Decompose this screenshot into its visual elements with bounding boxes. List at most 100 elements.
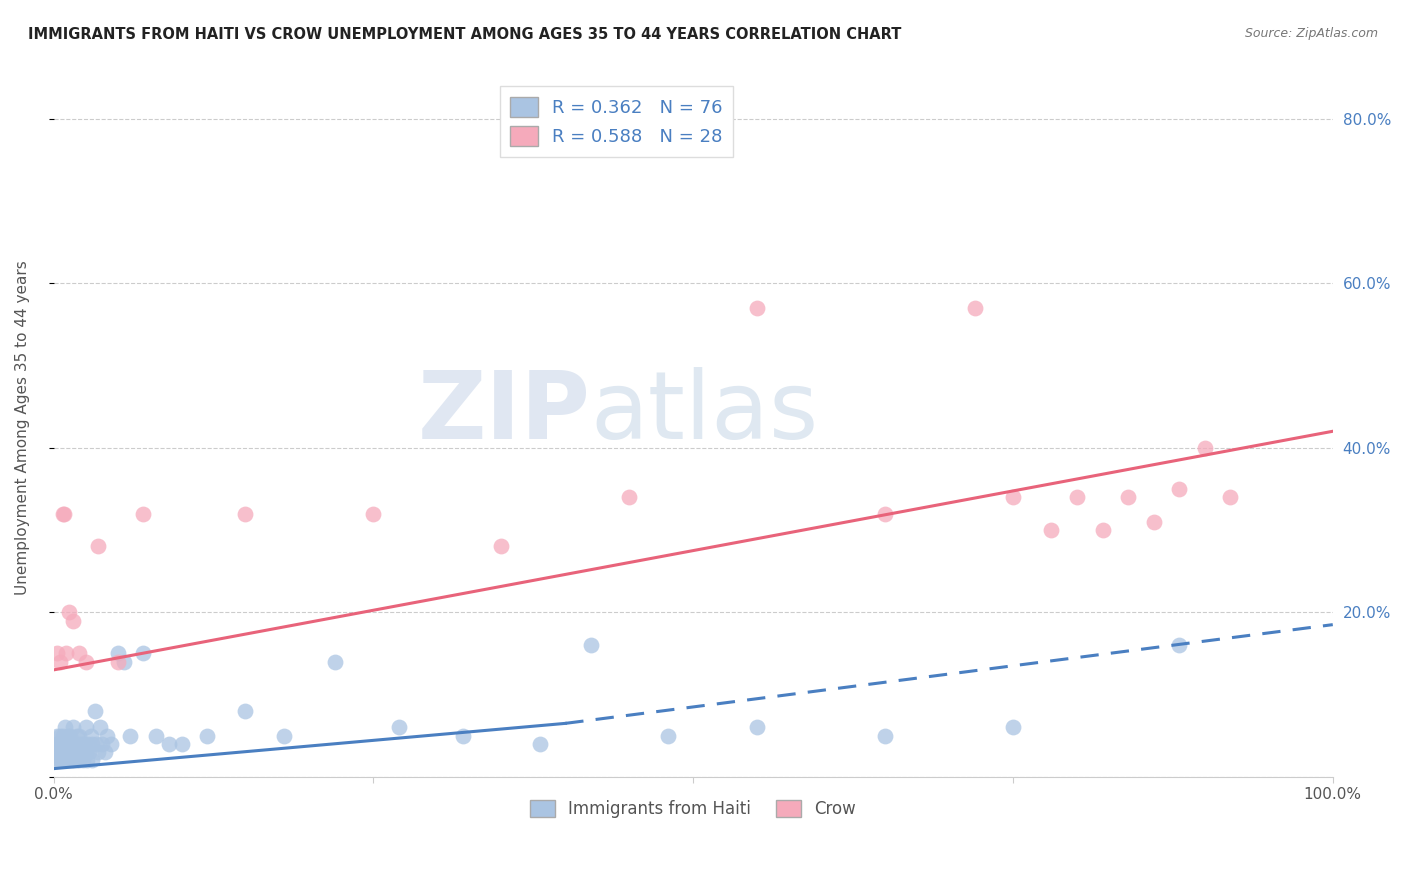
Point [100, 737, 122, 751]
Point [323, 655, 346, 669]
Point [87, 745, 110, 759]
Point [451, 729, 474, 743]
Point [1001, 490, 1024, 504]
Point [491, 540, 513, 554]
Point [67, 729, 90, 743]
Point [80, 737, 103, 751]
Point [52, 507, 75, 521]
Point [170, 737, 193, 751]
Point [1219, 490, 1241, 504]
Point [1143, 515, 1166, 529]
Point [49, 745, 72, 759]
Point [75, 745, 97, 759]
Point [51, 745, 73, 759]
Point [48, 753, 70, 767]
Point [49, 729, 72, 743]
Point [235, 507, 257, 521]
Point [51, 729, 73, 743]
Point [65, 745, 87, 759]
Point [55, 647, 77, 661]
Point [45, 753, 67, 767]
Point [55, 753, 77, 767]
Point [132, 647, 155, 661]
Point [657, 729, 679, 743]
Point [58, 753, 80, 767]
Point [63, 753, 86, 767]
Point [49, 655, 72, 669]
Point [62, 614, 84, 628]
Point [56, 745, 79, 759]
Text: atlas: atlas [591, 368, 820, 459]
Point [59, 729, 82, 743]
Point [67, 647, 90, 661]
Point [873, 507, 896, 521]
Point [1001, 721, 1024, 735]
Point [529, 737, 551, 751]
Point [873, 729, 896, 743]
Point [75, 721, 97, 735]
Point [1040, 523, 1063, 537]
Point [94, 745, 117, 759]
Point [62, 745, 84, 759]
Point [51, 737, 73, 751]
Point [70, 745, 93, 759]
Point [80, 729, 103, 743]
Point [1066, 490, 1088, 504]
Point [747, 721, 769, 735]
Point [46, 745, 69, 759]
Point [79, 745, 101, 759]
Point [963, 301, 986, 315]
Point [83, 704, 105, 718]
Point [67, 753, 90, 767]
Point [46, 647, 69, 661]
Point [51, 507, 73, 521]
Point [52, 753, 75, 767]
Point [56, 729, 79, 743]
Point [66, 753, 89, 767]
Point [69, 737, 91, 751]
Point [63, 737, 86, 751]
Point [235, 704, 257, 718]
Point [60, 753, 83, 767]
Point [77, 737, 100, 751]
Text: IMMIGRANTS FROM HAITI VS CROW UNEMPLOYMENT AMONG AGES 35 TO 44 YEARS CORRELATION: IMMIGRANTS FROM HAITI VS CROW UNEMPLOYME… [28, 27, 901, 42]
Point [45, 737, 67, 751]
Point [1168, 638, 1191, 652]
Point [91, 737, 114, 751]
Point [1116, 490, 1139, 504]
Point [195, 729, 218, 743]
Point [58, 605, 80, 619]
Legend: Immigrants from Haiti, Crow: Immigrants from Haiti, Crow [523, 793, 863, 824]
Point [579, 638, 602, 652]
Point [72, 753, 94, 767]
Point [89, 721, 111, 735]
Y-axis label: Unemployment Among Ages 35 to 44 years: Unemployment Among Ages 35 to 44 years [15, 260, 30, 595]
Point [87, 540, 110, 554]
Point [55, 737, 77, 751]
Point [120, 729, 142, 743]
Point [747, 301, 769, 315]
Text: ZIP: ZIP [418, 368, 591, 459]
Point [1091, 523, 1114, 537]
Point [619, 490, 641, 504]
Point [388, 721, 411, 735]
Point [66, 729, 89, 743]
Point [66, 745, 89, 759]
Point [107, 647, 129, 661]
Point [1168, 482, 1191, 496]
Point [157, 737, 180, 751]
Point [62, 721, 84, 735]
Point [60, 737, 83, 751]
Point [73, 737, 96, 751]
Point [145, 729, 167, 743]
Point [273, 729, 295, 743]
Point [96, 729, 118, 743]
Point [53, 745, 76, 759]
Point [76, 753, 98, 767]
Point [75, 655, 97, 669]
Point [132, 507, 155, 521]
Point [46, 729, 69, 743]
Point [51, 753, 73, 767]
Point [363, 507, 385, 521]
Point [59, 745, 82, 759]
